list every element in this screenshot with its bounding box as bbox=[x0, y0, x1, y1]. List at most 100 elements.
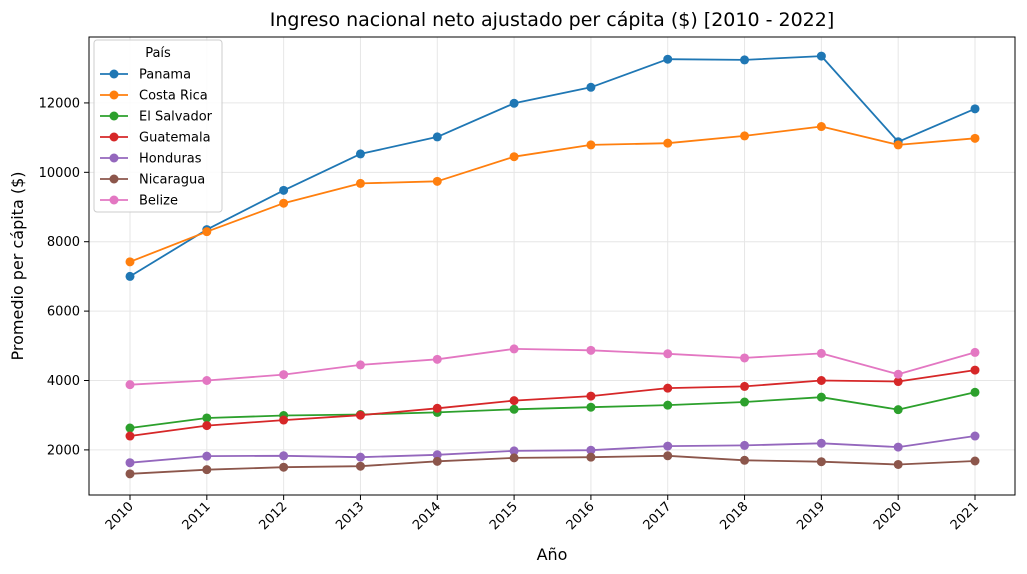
data-point-panama bbox=[740, 55, 750, 65]
x-tick-label: 2013 bbox=[333, 499, 367, 533]
data-point-panama bbox=[509, 98, 519, 108]
y-tick-label: 6000 bbox=[47, 305, 80, 320]
data-point-panama bbox=[355, 149, 365, 159]
data-point-el-salvador bbox=[586, 402, 596, 412]
series-costa-rica bbox=[125, 122, 980, 267]
series-panama bbox=[125, 51, 980, 281]
data-point-guatemala bbox=[893, 377, 903, 387]
data-point-el-salvador bbox=[970, 387, 980, 397]
data-point-honduras bbox=[663, 441, 673, 451]
data-point-panama bbox=[432, 132, 442, 142]
data-point-costa-rica bbox=[202, 227, 212, 237]
data-point-el-salvador bbox=[509, 404, 519, 414]
series-el-salvador bbox=[125, 387, 980, 433]
x-tick-label: 2011 bbox=[180, 499, 214, 533]
data-point-costa-rica bbox=[893, 140, 903, 150]
x-axis-title: Año bbox=[537, 545, 568, 564]
legend-label: Panama bbox=[139, 68, 191, 83]
x-tick-label: 2015 bbox=[487, 499, 521, 533]
data-point-costa-rica bbox=[279, 198, 289, 208]
data-point-nicaragua bbox=[586, 452, 596, 462]
series-line-belize bbox=[129, 347, 976, 386]
data-point-nicaragua bbox=[816, 457, 826, 467]
legend-label: Honduras bbox=[139, 152, 202, 167]
legend-label: Costa Rica bbox=[139, 89, 208, 104]
series-honduras bbox=[125, 431, 980, 468]
series-belize bbox=[125, 344, 980, 390]
data-point-honduras bbox=[432, 450, 442, 460]
data-point-el-salvador bbox=[893, 405, 903, 415]
series-guatemala bbox=[125, 365, 980, 441]
data-point-belize bbox=[432, 354, 442, 364]
data-point-nicaragua bbox=[740, 455, 750, 465]
y-tick-label: 2000 bbox=[47, 443, 80, 458]
data-point-belize bbox=[125, 380, 135, 390]
legend-item-costa-rica: Costa Rica bbox=[100, 89, 208, 104]
data-point-panama bbox=[816, 51, 826, 61]
legend-label: Nicaragua bbox=[139, 173, 205, 188]
data-point-el-salvador bbox=[202, 413, 212, 423]
data-point-belize bbox=[663, 349, 673, 359]
legend: País Panama Costa Rica El Salvador Guatemal… bbox=[93, 39, 223, 213]
series-line-el-salvador bbox=[129, 391, 976, 429]
data-point-guatemala bbox=[125, 431, 135, 441]
legend-title: País bbox=[145, 46, 171, 61]
data-point-el-salvador bbox=[663, 400, 673, 410]
data-point-belize bbox=[355, 360, 365, 370]
legend-swatch-marker bbox=[109, 153, 119, 163]
data-point-nicaragua bbox=[509, 453, 519, 463]
x-tick-label: 2012 bbox=[256, 499, 290, 533]
legend-item-el-salvador: El Salvador bbox=[100, 110, 213, 125]
data-point-belize bbox=[279, 370, 289, 380]
data-point-honduras bbox=[279, 451, 289, 461]
x-tick-label: 2018 bbox=[717, 499, 751, 533]
data-point-honduras bbox=[816, 438, 826, 448]
series-lines bbox=[125, 51, 980, 479]
series-line-nicaragua bbox=[129, 454, 976, 475]
x-tick-label: 2019 bbox=[794, 499, 828, 533]
data-point-guatemala bbox=[970, 365, 980, 375]
legend-item-panama: Panama bbox=[100, 68, 191, 83]
data-point-panama bbox=[279, 185, 289, 195]
data-point-el-salvador bbox=[740, 397, 750, 407]
legend-swatch-marker bbox=[109, 111, 119, 121]
legend-label: Belize bbox=[139, 194, 178, 209]
legend-swatch-marker bbox=[109, 69, 119, 79]
data-point-belize bbox=[202, 376, 212, 385]
x-tick-label: 2021 bbox=[948, 499, 982, 533]
data-point-honduras bbox=[893, 442, 903, 452]
legend-swatch-marker bbox=[109, 132, 119, 142]
x-tick-label: 2014 bbox=[410, 499, 444, 533]
plot-frame bbox=[88, 36, 1016, 496]
data-point-belize bbox=[740, 353, 750, 363]
data-point-honduras bbox=[740, 440, 750, 450]
data-point-honduras bbox=[970, 431, 980, 441]
legend-swatch-marker bbox=[109, 195, 119, 205]
data-point-belize bbox=[509, 344, 519, 354]
legend-swatch-marker bbox=[109, 90, 119, 100]
data-point-costa-rica bbox=[663, 138, 673, 148]
data-point-nicaragua bbox=[432, 456, 442, 466]
legend-item-belize: Belize bbox=[100, 194, 178, 209]
legend-swatch-marker bbox=[109, 174, 119, 184]
data-point-honduras bbox=[125, 458, 135, 468]
data-point-costa-rica bbox=[509, 152, 519, 162]
data-point-belize bbox=[970, 347, 980, 357]
data-point-guatemala bbox=[202, 421, 212, 431]
y-tick-label: 12000 bbox=[39, 96, 80, 111]
data-point-guatemala bbox=[663, 383, 673, 393]
data-point-costa-rica bbox=[816, 122, 826, 132]
data-point-costa-rica bbox=[740, 131, 750, 141]
data-point-guatemala bbox=[816, 376, 826, 385]
legend-item-honduras: Honduras bbox=[100, 152, 202, 167]
y-axis-ticks: 2000 4000 6000 8000 10000 12000 bbox=[39, 96, 89, 458]
data-point-guatemala bbox=[509, 396, 519, 406]
data-point-panama bbox=[970, 104, 980, 114]
data-point-costa-rica bbox=[432, 176, 442, 186]
x-tick-label: 2010 bbox=[103, 499, 137, 533]
data-point-guatemala bbox=[586, 391, 596, 401]
data-point-belize bbox=[893, 369, 903, 379]
series-line-guatemala bbox=[129, 369, 976, 437]
legend-box bbox=[93, 39, 223, 213]
